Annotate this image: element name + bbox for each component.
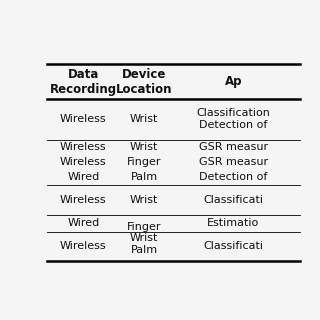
Text: Palm: Palm — [131, 172, 158, 182]
Text: Wrist: Wrist — [130, 142, 158, 152]
Text: Wireless: Wireless — [60, 157, 107, 167]
Text: Wrist: Wrist — [130, 114, 158, 124]
Text: Wireless: Wireless — [60, 142, 107, 152]
Text: Wireless: Wireless — [60, 114, 107, 124]
Text: GSR measur: GSR measur — [199, 157, 268, 167]
Text: Wired: Wired — [67, 218, 100, 228]
Text: Classification
Detection of: Classification Detection of — [196, 108, 270, 130]
Text: Detection of: Detection of — [199, 172, 268, 182]
Text: Ap: Ap — [225, 75, 242, 88]
Text: Wireless: Wireless — [60, 195, 107, 205]
Text: Device
Location: Device Location — [116, 68, 172, 95]
Text: Wireless: Wireless — [60, 242, 107, 252]
Text: Classificati: Classificati — [204, 242, 263, 252]
Text: GSR measur: GSR measur — [199, 142, 268, 152]
Text: Classificati: Classificati — [204, 195, 263, 205]
Text: Wired: Wired — [67, 172, 100, 182]
Text: Estimatio: Estimatio — [207, 218, 260, 228]
Text: Data
Recording: Data Recording — [50, 68, 117, 95]
Text: Wrist: Wrist — [130, 195, 158, 205]
Text: Finger
Wrist
Palm: Finger Wrist Palm — [127, 221, 161, 255]
Text: Finger: Finger — [127, 157, 161, 167]
